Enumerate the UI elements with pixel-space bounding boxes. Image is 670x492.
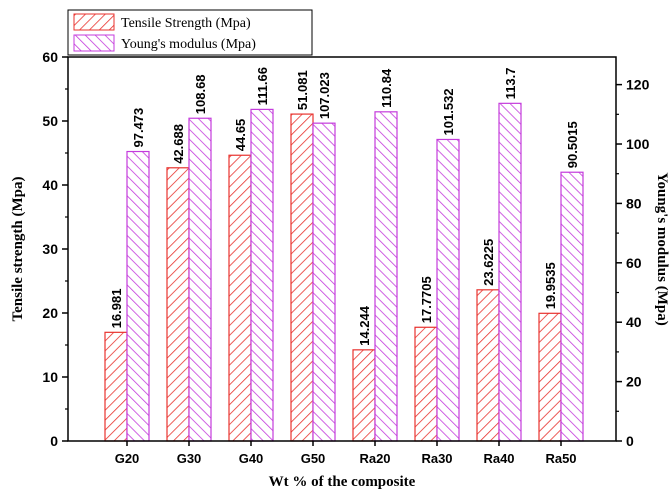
- left-tick-label: 30: [42, 241, 58, 257]
- legend: Tensile Strength (Mpa) Young's modulus (…: [67, 9, 313, 56]
- data-label-tensile-ra20: 14.244: [357, 305, 372, 346]
- x-tick-label-ra40: Ra40: [483, 451, 514, 466]
- data-label-tensile-g50: 51.081: [295, 70, 310, 110]
- bar-youngs-ra40: [498, 102, 522, 442]
- bar-youngs-g40: [250, 108, 274, 442]
- bar-tensile-g50: [290, 113, 314, 442]
- bar-tensile-ra50: [538, 312, 562, 442]
- data-label-youngs-ra50: 90.5015: [565, 121, 580, 168]
- value-labels-layer: 16.981 97.473 42.688 108.68 44.65 111.66 51.08…: [109, 67, 580, 346]
- data-label-youngs-g20: 97.473: [131, 108, 146, 148]
- bar-tensile-g20: [104, 331, 128, 442]
- right-tick-label: 0: [626, 433, 634, 449]
- right-tick-label: 40: [626, 314, 642, 330]
- data-label-tensile-g20: 16.981: [109, 289, 124, 329]
- x-tick-label-g50: G50: [301, 451, 326, 466]
- bar-youngs-ra20: [374, 111, 398, 442]
- bars-layer: [104, 102, 584, 442]
- left-axis: 0 10 20 30 40 50 60: [42, 49, 68, 449]
- data-label-youngs-g30: 108.68: [193, 74, 208, 114]
- right-tick-label: 60: [626, 255, 642, 271]
- x-tick-label-ra20: Ra20: [359, 451, 390, 466]
- y-axis-right-title: Young's modulus (Mpa): [654, 172, 670, 325]
- data-label-tensile-ra40: 23.6225: [481, 239, 496, 286]
- right-axis: 0 20 40 60 80 100 120: [616, 77, 650, 449]
- bar-tensile-ra40: [476, 289, 500, 442]
- right-tick-label: 120: [626, 77, 650, 93]
- plot-frame: [67, 56, 617, 442]
- legend-label-tensile: Tensile Strength (Mpa): [121, 16, 251, 31]
- bar-tensile-g40: [228, 154, 252, 442]
- bar-tensile-ra20: [352, 349, 376, 442]
- left-tick-label: 10: [42, 369, 58, 385]
- bar-tensile-g30: [166, 167, 190, 442]
- bar-tensile-ra30: [414, 326, 438, 442]
- bar-youngs-ra30: [436, 138, 460, 442]
- data-label-youngs-g40: 111.66: [255, 67, 270, 105]
- data-label-youngs-ra20: 110.84: [379, 68, 394, 108]
- legend-swatch-youngs: [73, 34, 115, 52]
- bar-youngs-ra50: [560, 171, 584, 442]
- legend-label-youngs: Young's modulus (Mpa): [121, 37, 256, 52]
- data-label-youngs-ra30: 101.532: [441, 88, 456, 135]
- left-tick-label: 60: [42, 49, 58, 65]
- x-axis-title: Wt % of the composite: [269, 474, 416, 490]
- x-tick-label-g20: G20: [115, 451, 140, 466]
- x-tick-label-g30: G30: [177, 451, 202, 466]
- data-label-tensile-g40: 44.65: [233, 119, 248, 152]
- right-tick-label: 100: [626, 136, 650, 152]
- legend-swatch-tensile: [73, 13, 115, 31]
- x-tick-label-ra30: Ra30: [421, 451, 452, 466]
- left-tick-label: 0: [50, 433, 58, 449]
- x-tick-label-g40: G40: [239, 451, 264, 466]
- data-label-tensile-ra50: 19.9535: [543, 262, 558, 309]
- bar-youngs-g50: [312, 122, 336, 442]
- x-axis: G20 G30 G40 G50 Ra20 Ra30 Ra40 Ra50: [115, 441, 577, 466]
- data-label-youngs-ra40: 113.7: [503, 68, 518, 100]
- right-tick-label: 80: [626, 195, 642, 211]
- data-label-tensile-g30: 42.688: [171, 124, 186, 164]
- left-tick-label: 20: [42, 305, 58, 321]
- bar-youngs-g30: [188, 117, 212, 442]
- bar-youngs-g20: [126, 150, 150, 442]
- left-tick-label: 40: [42, 177, 58, 193]
- right-tick-label: 20: [626, 374, 642, 390]
- left-tick-label: 50: [42, 113, 58, 129]
- x-tick-label-ra50: Ra50: [545, 451, 576, 466]
- y-axis-left-title: Tensile strength (Mpa): [10, 176, 26, 321]
- data-label-youngs-g50: 107.023: [317, 72, 332, 119]
- data-label-tensile-ra30: 17.7705: [419, 276, 434, 323]
